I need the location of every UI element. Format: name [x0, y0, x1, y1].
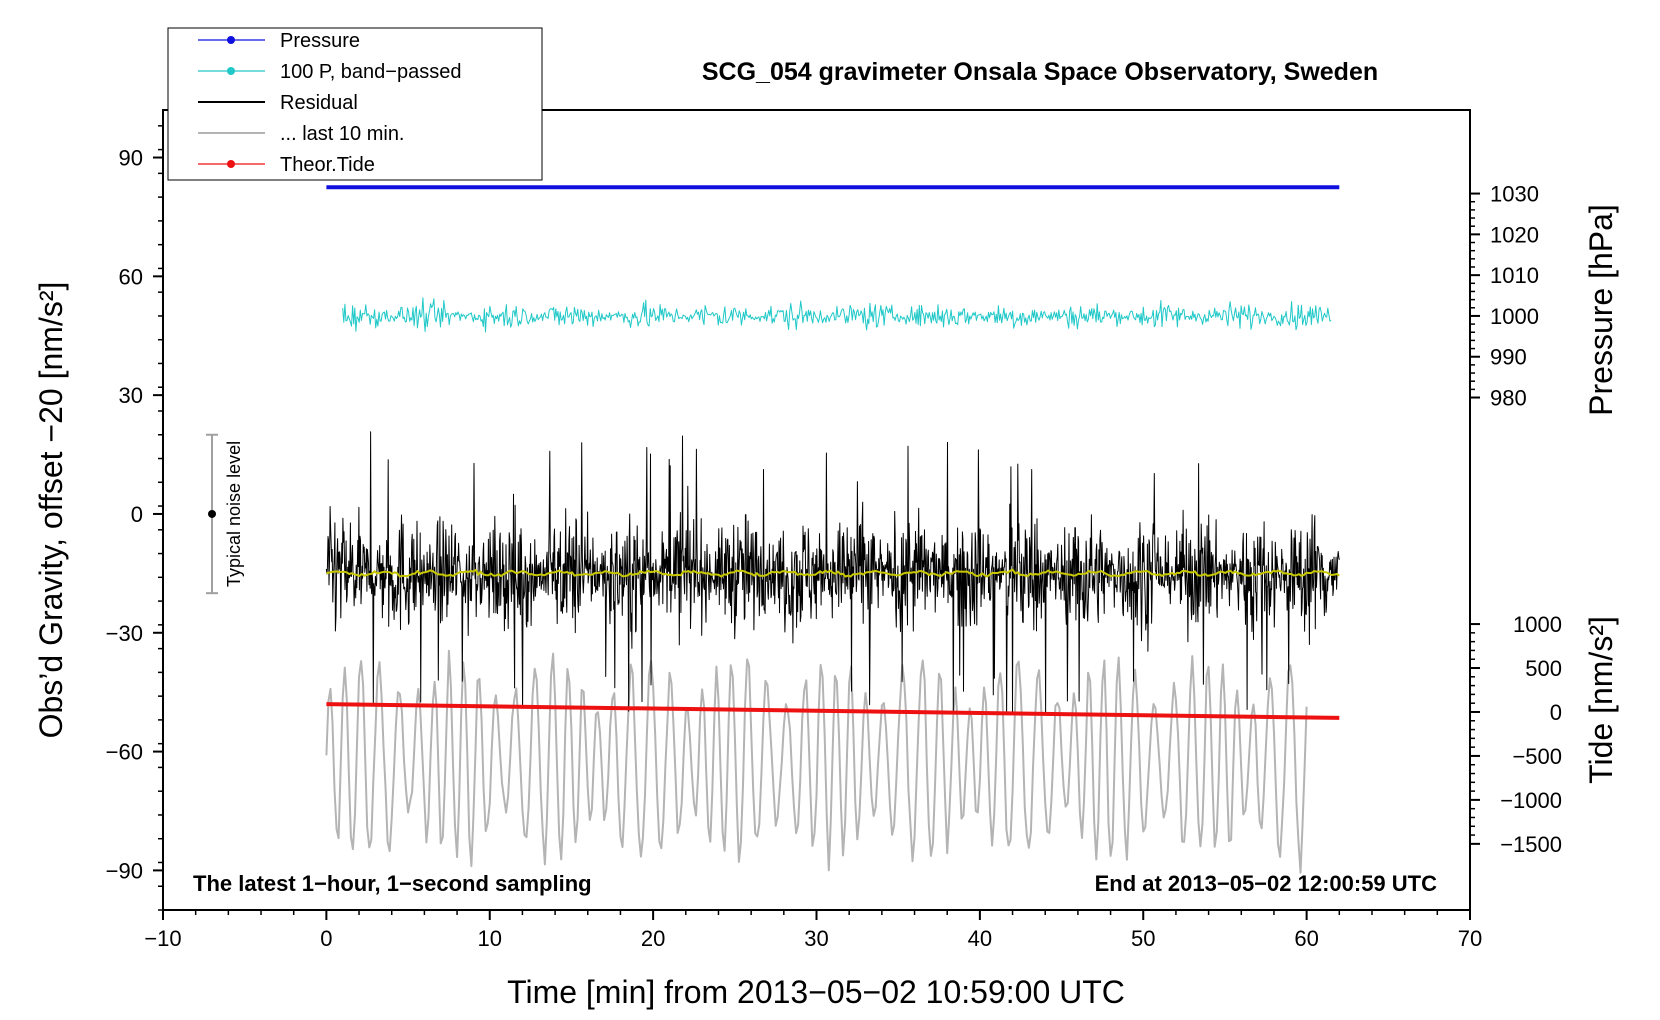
- legend-label: Residual: [280, 92, 358, 114]
- y-left-tick-label: 30: [119, 383, 143, 408]
- tide-tick-label: 500: [1525, 656, 1562, 681]
- y-left-axis: 90 60 30 0 −30 −60 −90: [106, 125, 163, 911]
- x-tick-label: 50: [1131, 926, 1155, 951]
- pressure-tick-label: 990: [1490, 345, 1527, 370]
- legend-label: Pressure: [280, 30, 360, 52]
- y-left-tick-label: 60: [119, 264, 143, 289]
- x-axis: −10 0 10 20 30 40 50 60 70: [144, 910, 1482, 951]
- y-left-tick-label: −90: [106, 858, 143, 883]
- tide-tick-label: −1000: [1500, 788, 1562, 813]
- legend-marker: [227, 36, 235, 44]
- x-tick-label: 70: [1458, 926, 1482, 951]
- legend: Pressure 100 P, band−passed Residual ... la…: [167, 27, 543, 181]
- tide-tick-label: −1500: [1500, 832, 1562, 857]
- pressure-tick-label: 1000: [1490, 304, 1539, 329]
- tide-tick-label: 1000: [1513, 612, 1562, 637]
- noise-level-dot: [208, 509, 217, 518]
- legend-marker: [227, 160, 235, 168]
- pressure-axis-title: Pressure [hPa]: [1583, 204, 1619, 416]
- legend-marker: [227, 67, 235, 75]
- pressure-tick-label: 980: [1490, 386, 1527, 411]
- x-tick-label: 20: [641, 926, 665, 951]
- sampling-note: The latest 1−hour, 1−second sampling: [193, 871, 592, 896]
- legend-box: [167, 27, 543, 181]
- tide-axis: 1000 500 0 −500 −1000 −1500: [1470, 612, 1562, 857]
- y-left-axis-title: Obs’d Gravity, offset −20 [nm/s²]: [33, 282, 69, 739]
- chart-title: SCG_054 gravimeter Onsala Space Observat…: [702, 58, 1378, 86]
- y-left-tick-label: −30: [106, 621, 143, 646]
- x-tick-label: 10: [478, 926, 502, 951]
- x-axis-title: Time [min] from 2013−05−02 10:59:00 UTC: [507, 974, 1125, 1010]
- series-residual: [325, 431, 1340, 715]
- x-tick-label: −10: [144, 926, 181, 951]
- series-last-10-min: [325, 649, 1308, 874]
- legend-label: ... last 10 min.: [280, 123, 405, 145]
- series-residual-smoothed: [326, 568, 1340, 578]
- noise-level-label: Typical noise level: [224, 441, 244, 587]
- pressure-axis: 1030 1020 1010 1000 990 980: [1470, 182, 1539, 411]
- x-tick-label: 30: [804, 926, 828, 951]
- pressure-tick-label: 1010: [1490, 263, 1539, 288]
- series-layer: [325, 185, 1340, 874]
- tide-tick-label: 0: [1550, 700, 1562, 725]
- x-tick-label: 40: [968, 926, 992, 951]
- pressure-tick-label: 1020: [1490, 222, 1539, 247]
- series-theoretical-tide: [326, 702, 1340, 720]
- x-tick-label: 0: [320, 926, 332, 951]
- legend-label: 100 P, band−passed: [280, 61, 461, 83]
- series-band-passed-pressure: [342, 297, 1332, 333]
- y-left-tick-label: −60: [106, 740, 143, 765]
- end-time-note: End at 2013−05−02 12:00:59 UTC: [1095, 871, 1438, 896]
- tide-axis-title: Tide [nm/s²]: [1583, 616, 1619, 784]
- y-left-tick-label: 0: [131, 502, 143, 527]
- y-left-tick-label: 90: [119, 146, 143, 171]
- pressure-tick-label: 1030: [1490, 182, 1539, 207]
- tide-tick-label: −500: [1512, 744, 1562, 769]
- noise-level-indicator: Typical noise level: [206, 433, 244, 595]
- legend-label: Theor.Tide: [280, 154, 375, 176]
- x-tick-label: 60: [1294, 926, 1318, 951]
